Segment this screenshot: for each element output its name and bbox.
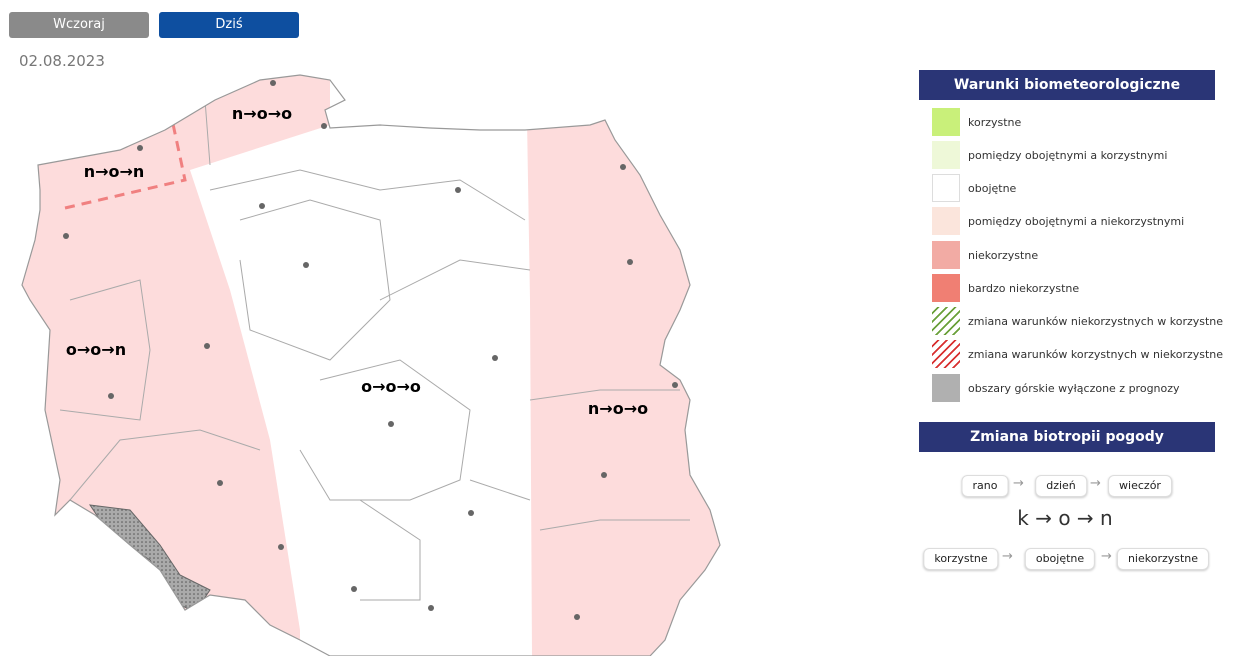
region-label: o→o→o xyxy=(361,377,421,396)
region-label: n→o→n xyxy=(84,162,145,181)
legend-item: korzystne xyxy=(932,108,1021,136)
arrow: → xyxy=(1013,476,1024,491)
region-label: n→o→o xyxy=(588,399,648,418)
button-yesterday[interactable]: Wczoraj xyxy=(9,12,149,38)
biotropy-example: k → o → n xyxy=(1017,506,1113,530)
legend-item: niekorzystne xyxy=(932,241,1038,269)
legend-title: Warunki biometeorologiczne xyxy=(919,70,1215,100)
meaning-pill: korzystne xyxy=(923,548,999,570)
button-today[interactable]: Dziś xyxy=(159,12,299,38)
arrow: → xyxy=(1101,549,1112,564)
date: 02.08.2023 xyxy=(19,52,105,70)
time-pill: dzień xyxy=(1035,475,1087,497)
arrow: → xyxy=(1002,549,1013,564)
meaning-pill: niekorzystne xyxy=(1116,548,1210,570)
legend-item: obszary górskie wyłączone z prognozy xyxy=(932,374,1180,402)
legend-item: zmiana warunków niekorzystnych w korzyst… xyxy=(932,307,1223,335)
legend-item: zmiana warunków korzystnych w niekorzyst… xyxy=(932,340,1223,368)
map-regions xyxy=(22,75,720,656)
legend-item: obojętne xyxy=(932,174,1016,202)
legend-item: pomiędzy obojętnymi a korzystnymi xyxy=(932,141,1167,169)
legend-item: bardzo niekorzystne xyxy=(932,274,1079,302)
time-pill: wieczór xyxy=(1108,475,1172,497)
meaning-pill: obojętne xyxy=(1024,548,1096,570)
biotropy-title: Zmiana biotropii pogody xyxy=(919,422,1215,452)
region-label: o→o→n xyxy=(66,340,126,359)
city-dots xyxy=(63,80,678,620)
arrow: → xyxy=(1090,476,1101,491)
map: n→o→o n→o→n o→o→n o→o→o n→o→o xyxy=(21,74,721,656)
region-label: n→o→o xyxy=(232,104,292,123)
time-pill: rano xyxy=(961,475,1009,497)
legend-item: pomiędzy obojętnymi a niekorzystnymi xyxy=(932,207,1184,235)
